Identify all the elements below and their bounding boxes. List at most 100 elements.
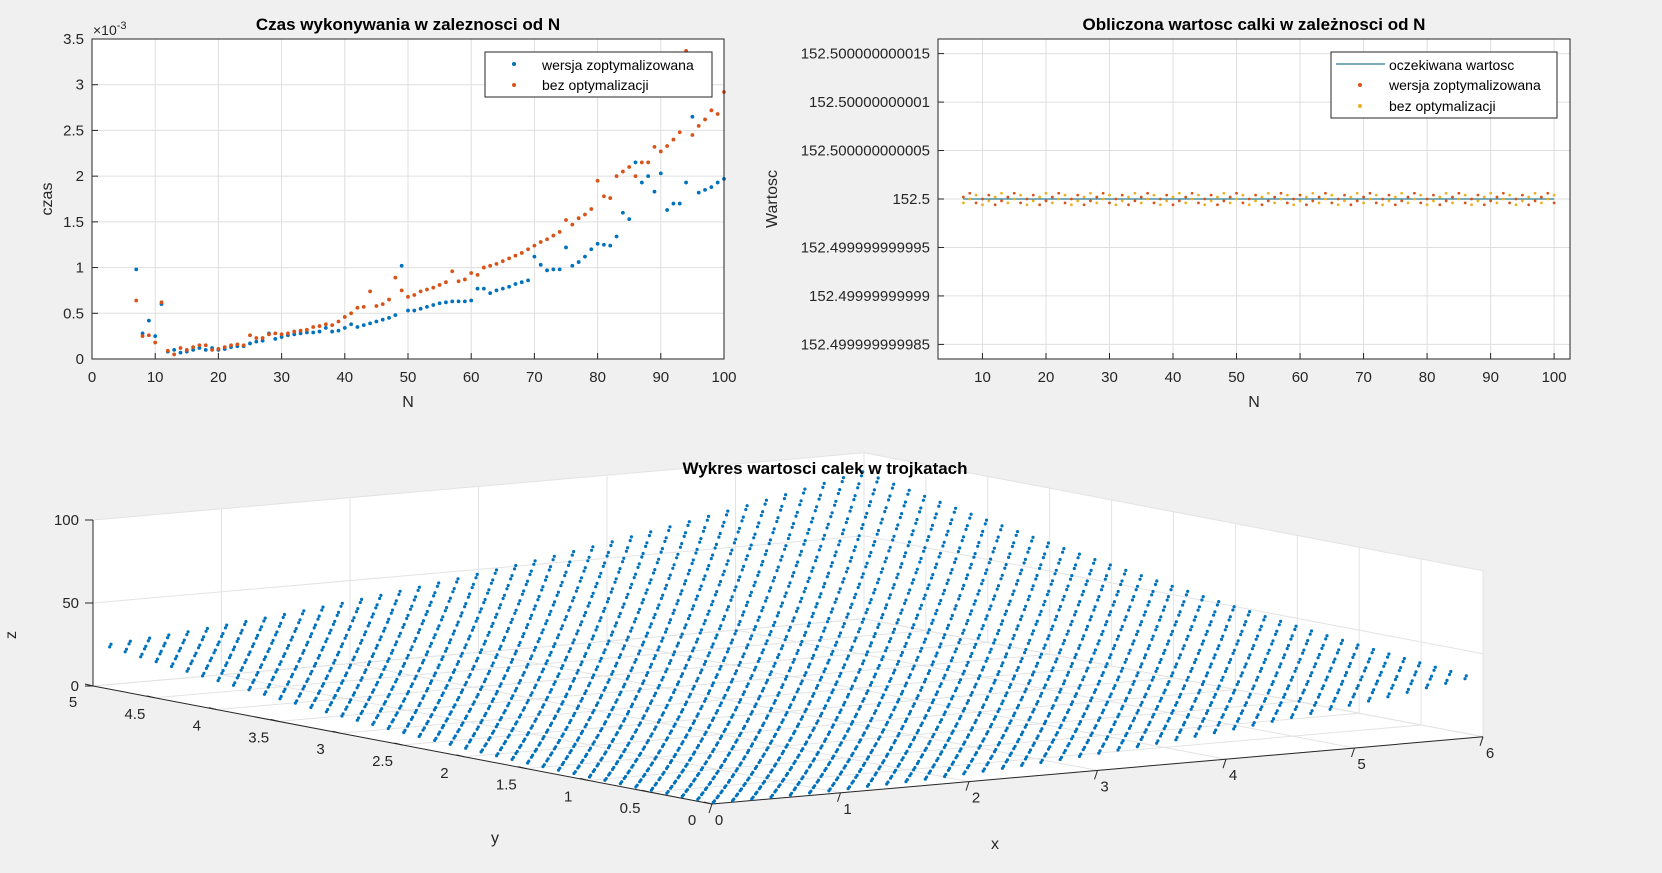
data-point-3d — [931, 735, 935, 739]
data-point-3d — [798, 503, 802, 507]
data-point-3d — [1406, 687, 1410, 692]
data-point-series-2 — [159, 300, 164, 305]
data-point-3d — [347, 666, 351, 670]
data-point-3d — [793, 695, 797, 699]
data-point-3d — [395, 677, 399, 681]
data-point-series-3 — [1279, 197, 1283, 201]
data-point-3d — [259, 625, 263, 629]
data-point-3d — [649, 622, 653, 626]
data-point-3d — [780, 752, 784, 756]
data-point-3d — [1096, 718, 1101, 723]
data-point-series-2 — [153, 340, 158, 345]
data-point-3d — [1254, 637, 1258, 641]
data-point-3d — [900, 727, 904, 731]
data-point-series-2 — [317, 324, 322, 328]
data-point-3d — [804, 630, 808, 634]
data-point-3d — [746, 778, 750, 782]
data-point-3d — [471, 702, 475, 706]
data-point-3d — [989, 557, 993, 561]
data-point-3d — [235, 676, 239, 680]
data-point-3d — [1109, 727, 1113, 732]
data-point-3d — [580, 660, 584, 664]
data-point-3d — [1204, 674, 1208, 678]
data-point-series-1 — [564, 245, 568, 250]
data-point-3d — [401, 625, 405, 630]
data-point-3d — [470, 628, 474, 632]
data-point-3d — [592, 708, 596, 712]
data-point-3d — [486, 633, 490, 637]
data-point-series-3 — [974, 193, 978, 197]
data-point-3d — [750, 797, 754, 801]
data-point-3d — [1050, 669, 1054, 673]
data-point-3d — [1039, 760, 1043, 765]
data-point-series-2 — [1000, 199, 1003, 203]
data-point-3d — [1337, 688, 1341, 692]
data-point-3d — [258, 628, 262, 632]
data-point-3d — [901, 689, 905, 693]
data-point-3d — [776, 655, 780, 660]
legend[interactable]: oczekiwana wartosc wersja zoptymalizowan… — [1330, 51, 1558, 119]
data-point-3d — [479, 687, 483, 692]
data-point-3d — [889, 713, 893, 717]
data-point-3d — [644, 673, 649, 678]
data-point-3d — [831, 607, 835, 611]
data-point-3d — [1202, 717, 1206, 721]
data-point-3d — [938, 551, 943, 555]
data-point-3d — [783, 547, 787, 551]
data-point-3d — [896, 700, 900, 704]
data-point-3d — [861, 733, 865, 737]
data-point-3d — [1047, 589, 1051, 593]
data-point-3d — [1341, 679, 1345, 683]
data-point-series-2 — [355, 305, 360, 310]
data-point-3d — [914, 521, 918, 525]
data-point-3d — [563, 618, 567, 622]
data-point-3d — [672, 781, 677, 785]
data-point-3d — [931, 618, 935, 622]
data-point-series-3 — [1489, 191, 1493, 195]
data-point-3d — [1163, 724, 1168, 728]
data-point-3d — [946, 623, 951, 627]
data-point-3d — [1209, 662, 1213, 666]
data-point-3d — [613, 664, 618, 668]
data-point-3d — [1015, 706, 1019, 710]
data-point-series-2 — [1235, 191, 1238, 195]
legend[interactable]: wersja zoptymalizowana bez optymalizacji — [484, 51, 713, 98]
data-point-3d — [907, 745, 912, 749]
data-point-3d — [795, 651, 799, 656]
data-point-3d — [1043, 552, 1047, 556]
data-point-3d — [726, 559, 730, 563]
data-point-3d — [894, 527, 899, 531]
data-point-3d — [875, 532, 879, 536]
data-point-series-1 — [191, 347, 196, 352]
data-point-3d — [495, 754, 499, 758]
data-point-series-2 — [1527, 203, 1531, 207]
data-point-3d — [741, 613, 745, 617]
data-point-3d — [965, 735, 970, 739]
data-point-3d — [1181, 723, 1186, 727]
data-point-3d — [499, 603, 503, 607]
data-point-3d — [812, 653, 816, 658]
data-point-series-2 — [1520, 193, 1524, 197]
data-point-3d — [1067, 708, 1071, 712]
data-point-3d — [1200, 642, 1204, 646]
data-point-3d — [897, 697, 901, 702]
data-point-3d — [356, 647, 360, 651]
data-point-3d — [699, 628, 704, 632]
data-point-3d — [696, 797, 700, 802]
data-point-3d — [1205, 671, 1210, 675]
data-point-3d — [1042, 722, 1047, 726]
data-point-3d — [1042, 646, 1046, 650]
data-point-3d — [537, 594, 541, 599]
data-point-3d — [623, 682, 627, 686]
data-point-3d — [347, 627, 351, 632]
data-point-3d — [328, 669, 332, 673]
data-point-3d — [580, 696, 584, 701]
data-point-series-3 — [1171, 195, 1175, 199]
data-point-3d — [686, 572, 690, 576]
data-point-3d — [109, 642, 113, 646]
data-point-3d — [834, 682, 838, 687]
data-point-3d — [950, 762, 954, 766]
data-point-series-2 — [368, 289, 372, 294]
data-point-3d — [355, 718, 359, 722]
